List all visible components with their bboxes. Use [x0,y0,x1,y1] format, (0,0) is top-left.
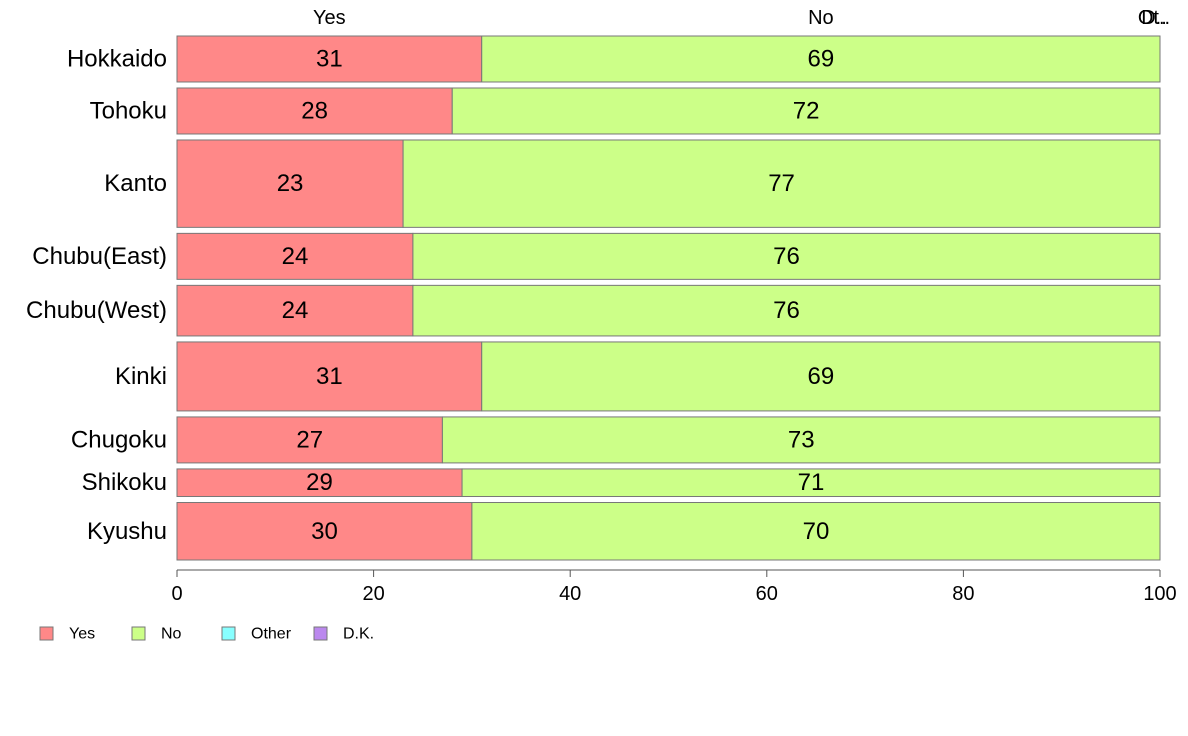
data-label-no-chubu-west: 76 [773,297,800,324]
bar-no-hokkaido [481,35,1161,83]
bars: 31 69 28 72 23 77 24 76 24 76 31 69 27 73 29 71 30 70 [176,35,1161,561]
legend-label-other: Other [251,626,292,643]
legend-swatch-d-k [313,626,328,641]
legend-label-yes: Yes [69,626,95,643]
bar-yes-kanto [176,139,404,228]
data-label-yes-chubu-west: 24 [282,297,309,324]
data-label-no-kanto: 77 [768,170,795,197]
data-label-no-chubu-east: 76 [773,243,800,270]
bar-no-chubu-east [412,232,1161,280]
data-label-yes-chubu-east: 24 [282,243,309,270]
data-label-no-tohoku: 72 [793,97,820,124]
category-label-kanto: Kanto [104,170,167,197]
data-label-no-kyushu: 70 [803,518,830,545]
category-label-chubu-west: Chubu(West) [26,297,167,324]
top-labels: Yes No Ot..D.. [313,7,1170,29]
category-label-chugoku: Chugoku [71,426,167,453]
x-tick-label-60: 60 [756,583,778,605]
bar-no-chubu-west [412,284,1161,337]
x-tick-label-80: 80 [952,583,974,605]
legend: Yes No Other D.K. [39,626,374,643]
legend-label-d-k: D.K. [343,626,374,643]
top-label-yes: Yes [313,7,346,29]
bar-yes-chugoku [176,416,443,464]
x-axis: 0 20 40 60 80 100 [171,569,1177,605]
top-label-no: No [808,7,834,29]
bar-no-kanto [402,139,1161,228]
data-label-no-kinki: 69 [808,363,835,390]
category-label-tohoku: Tohoku [90,97,167,124]
bar-no-shikoku [461,468,1161,498]
bar-yes-chubu-west [176,284,414,337]
legend-swatch-other [221,626,236,641]
bar-no-chugoku [441,416,1161,464]
top-label-d-k: D.. [1141,7,1167,29]
x-tick-label-20: 20 [362,583,384,605]
data-label-yes-hokkaido: 31 [316,45,343,72]
category-labels: Hokkaido Tohoku Kanto Chubu(East) Chubu(West… [26,45,167,544]
bar-no-kinki [481,341,1161,412]
category-label-kinki: Kinki [115,363,167,390]
category-label-hokkaido: Hokkaido [67,45,167,72]
data-label-no-hokkaido: 69 [808,45,835,72]
bar-yes-chubu-east [176,232,414,280]
data-label-yes-chugoku: 27 [296,426,323,453]
legend-swatch-no [131,626,146,641]
x-tick-label-100: 100 [1143,583,1176,605]
bar-yes-shikoku [176,468,463,498]
data-label-no-shikoku: 71 [798,469,825,496]
x-tick-label-40: 40 [559,583,581,605]
data-label-yes-kyushu: 30 [311,518,338,545]
data-label-yes-kinki: 31 [316,363,343,390]
x-tick-label-0: 0 [171,583,182,605]
data-label-yes-tohoku: 28 [301,97,328,124]
bar-no-kyushu [471,502,1161,561]
legend-label-no: No [161,626,182,643]
bar-no-tohoku [451,87,1161,135]
category-label-kyushu: Kyushu [87,518,167,545]
legend-swatch-yes [39,626,54,641]
data-label-no-chugoku: 73 [788,426,815,453]
top-label-other: Ot.. [1138,7,1170,29]
bar-yes-kinki [176,341,483,412]
category-label-chubu-east: Chubu(East) [32,243,167,270]
category-label-shikoku: Shikoku [82,469,167,496]
data-label-yes-kanto: 23 [277,170,304,197]
data-label-yes-shikoku: 29 [306,469,333,496]
